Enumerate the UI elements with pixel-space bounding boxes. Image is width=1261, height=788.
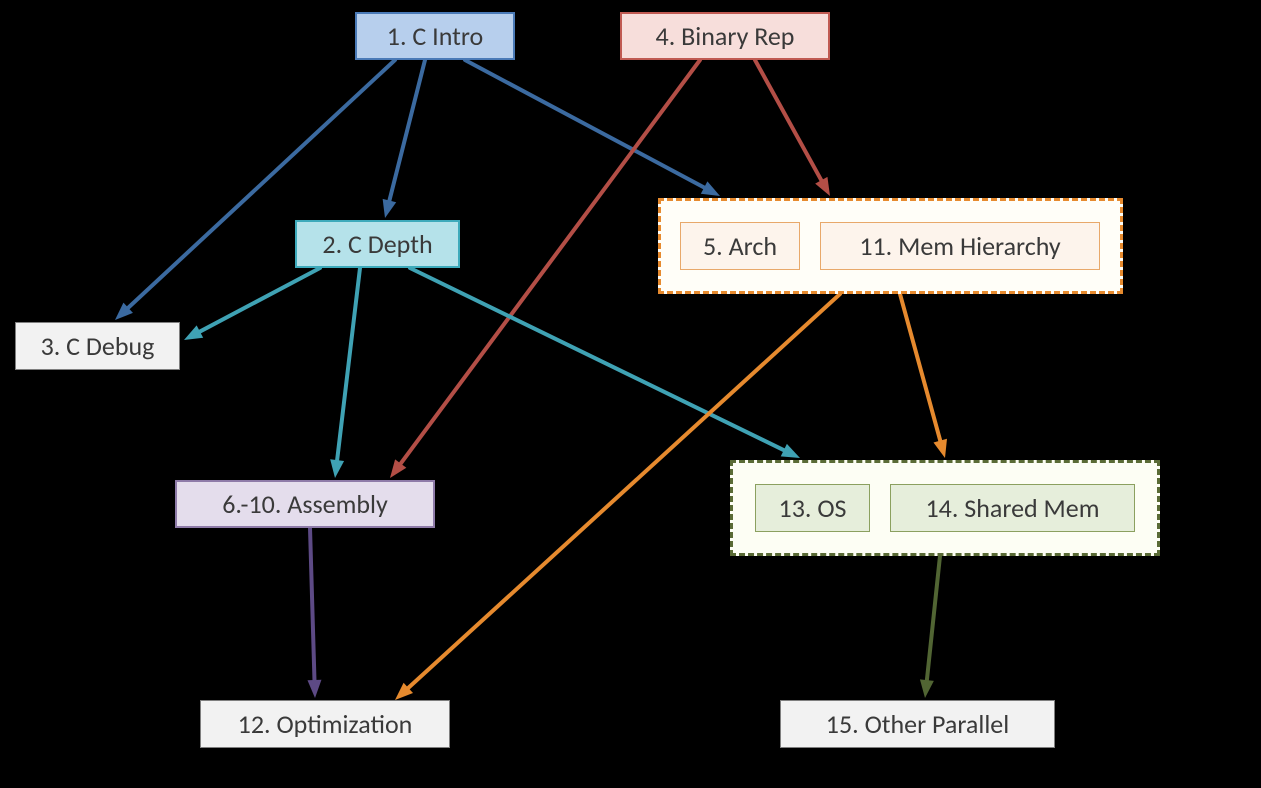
node-label: 13. OS bbox=[779, 492, 847, 524]
node-label: 11. Mem Hierarchy bbox=[859, 230, 1060, 262]
node-label: 5. Arch bbox=[703, 230, 777, 262]
node-optimization: 12. Optimization bbox=[200, 700, 450, 748]
node-shared-mem: 14. Shared Mem bbox=[890, 484, 1135, 532]
node-c-intro: 1. C Intro bbox=[355, 12, 515, 60]
node-label: 12. Optimization bbox=[238, 708, 413, 740]
node-label: 6.-10. Assembly bbox=[222, 488, 388, 520]
node-assembly: 6.-10. Assembly bbox=[175, 480, 435, 528]
node-label: 4. Binary Rep bbox=[656, 20, 795, 52]
node-label: 1. C Intro bbox=[387, 20, 483, 52]
node-mem-hierarchy: 11. Mem Hierarchy bbox=[820, 222, 1100, 270]
node-label: 14. Shared Mem bbox=[926, 492, 1100, 524]
node-c-depth: 2. C Depth bbox=[295, 220, 460, 268]
edges-layer bbox=[0, 0, 1261, 788]
node-other-parallel: 15. Other Parallel bbox=[780, 700, 1055, 748]
node-label: 15. Other Parallel bbox=[826, 708, 1009, 740]
node-c-debug: 3. C Debug bbox=[15, 322, 180, 370]
node-os: 13. OS bbox=[755, 484, 870, 532]
node-label: 3. C Debug bbox=[41, 330, 155, 362]
node-arch: 5. Arch bbox=[680, 222, 800, 270]
node-binary-rep: 4. Binary Rep bbox=[620, 12, 830, 60]
node-label: 2. C Depth bbox=[322, 228, 432, 260]
